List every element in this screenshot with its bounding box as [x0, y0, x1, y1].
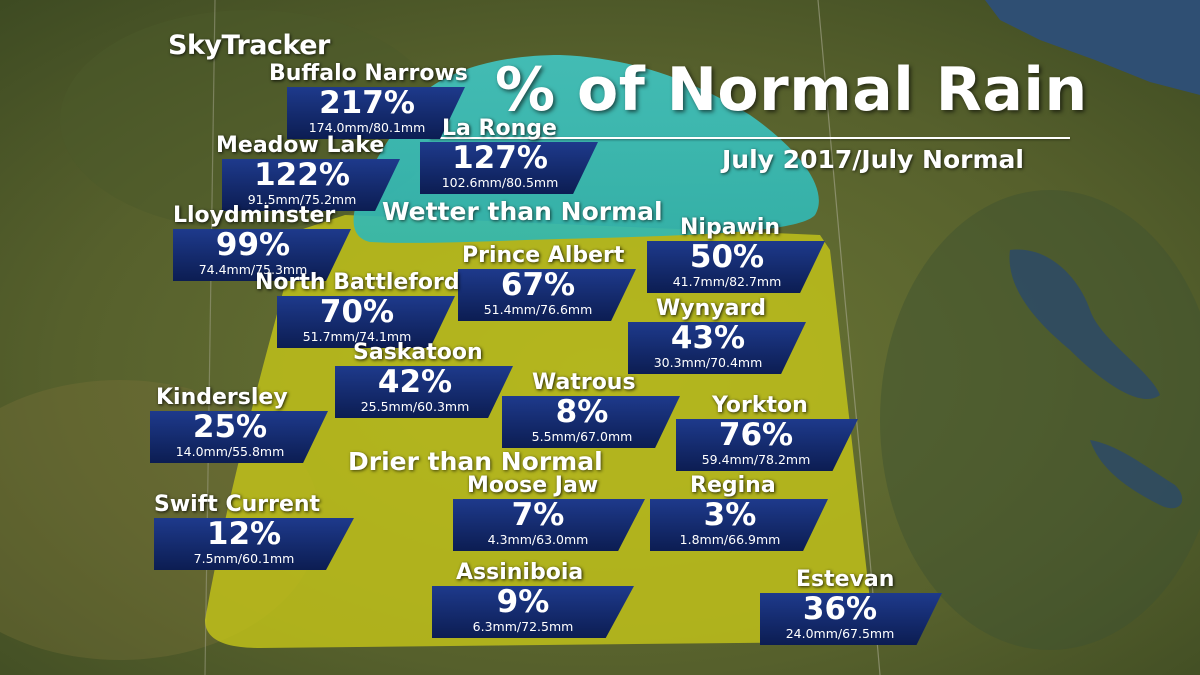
station-name: Buffalo Narrows: [269, 61, 468, 86]
drier-zone-label: Drier than Normal: [348, 447, 603, 476]
station-name: Nipawin: [680, 215, 781, 240]
station-name: Meadow Lake: [216, 133, 385, 158]
station-amounts: 59.4mm/78.2mm: [701, 452, 811, 467]
station-amounts: 51.7mm/74.1mm: [302, 329, 412, 344]
station-name: La Ronge: [442, 116, 557, 141]
station-amounts: 102.6mm/80.5mm: [441, 175, 559, 190]
station-name: Prince Albert: [462, 243, 625, 268]
station-label-box: [453, 499, 645, 551]
station-label-box: [222, 159, 400, 211]
station-label-box: [458, 269, 636, 321]
station-label-box: [335, 366, 513, 418]
lake-northeast: [985, 0, 1200, 95]
station-amounts: 74.4mm/75.3mm: [198, 262, 308, 277]
station-label-box: [277, 296, 455, 348]
station-percent: 127%: [452, 140, 548, 176]
station-percent: 50%: [689, 239, 765, 275]
station-percent: 7%: [511, 497, 565, 533]
station-amounts: 91.5mm/75.2mm: [247, 192, 357, 207]
wetter-zone-label: Wetter than Normal: [382, 197, 663, 226]
station-name: North Battleford: [255, 270, 460, 295]
station-amounts: 30.3mm/70.4mm: [653, 355, 763, 370]
station-percent: 36%: [802, 591, 878, 627]
station-percent: 9%: [496, 584, 550, 620]
station-percent: 42%: [377, 364, 453, 400]
station-percent: 43%: [670, 320, 746, 356]
period-subtitle: July 2017/July Normal: [722, 145, 1024, 174]
station-amounts: 174.0mm/80.1mm: [308, 120, 426, 135]
station-name: Wynyard: [656, 296, 767, 321]
station-amounts: 25.5mm/60.3mm: [360, 399, 470, 414]
station-label-box: [150, 411, 328, 463]
station-amounts: 5.5mm/67.0mm: [531, 429, 633, 444]
station-label-box: [154, 518, 354, 570]
station-name: Kindersley: [156, 385, 288, 410]
station-amounts: 14.0mm/55.8mm: [175, 444, 285, 459]
station-name: Regina: [690, 473, 776, 498]
station-label-box: [628, 322, 806, 374]
station-name: Saskatoon: [353, 340, 483, 365]
station-label-box: [420, 142, 598, 194]
station-amounts: 41.7mm/82.7mm: [672, 274, 782, 289]
station-percent: 99%: [215, 227, 291, 263]
station-percent: 76%: [718, 417, 794, 453]
lake-manitoba: [1090, 440, 1183, 509]
page-title: % of Normal Rain: [495, 55, 1088, 125]
station-percent: 8%: [555, 394, 609, 430]
brand-logo: SkyTracker: [168, 30, 330, 61]
station-name: Yorkton: [712, 393, 808, 418]
station-amounts: 51.4mm/76.6mm: [483, 302, 593, 317]
station-label-box: [173, 229, 351, 281]
station-label-box: [647, 241, 825, 293]
station-label-box: [650, 499, 828, 551]
station-name: Assiniboia: [456, 560, 584, 585]
station-percent: 217%: [319, 85, 415, 121]
station-label-box: [676, 419, 858, 471]
station-name: Moose Jaw: [467, 473, 599, 498]
station-amounts: 24.0mm/67.5mm: [785, 626, 895, 641]
station-label-box: [502, 396, 680, 448]
station-amounts: 7.5mm/60.1mm: [193, 551, 295, 566]
station-percent: 70%: [319, 294, 395, 330]
station-name: Estevan: [796, 567, 895, 592]
station-label-box: [760, 593, 942, 645]
station-name: Swift Current: [154, 492, 321, 517]
terrain-patch: [880, 190, 1200, 650]
station-label-box: [432, 586, 634, 638]
station-amounts: 1.8mm/66.9mm: [679, 532, 781, 547]
station-label-box: [287, 87, 465, 139]
lake-winnipegosis: [1009, 249, 1160, 399]
station-amounts: 4.3mm/63.0mm: [487, 532, 589, 547]
station-name: Lloydminster: [173, 203, 336, 228]
station-percent: 67%: [500, 267, 576, 303]
station-name: Watrous: [532, 370, 636, 395]
title-divider: [430, 137, 1070, 139]
station-amounts: 6.3mm/72.5mm: [472, 619, 574, 634]
station-percent: 3%: [703, 497, 757, 533]
station-percent: 122%: [254, 157, 350, 193]
station-percent: 25%: [192, 409, 268, 445]
station-percent: 12%: [206, 516, 282, 552]
